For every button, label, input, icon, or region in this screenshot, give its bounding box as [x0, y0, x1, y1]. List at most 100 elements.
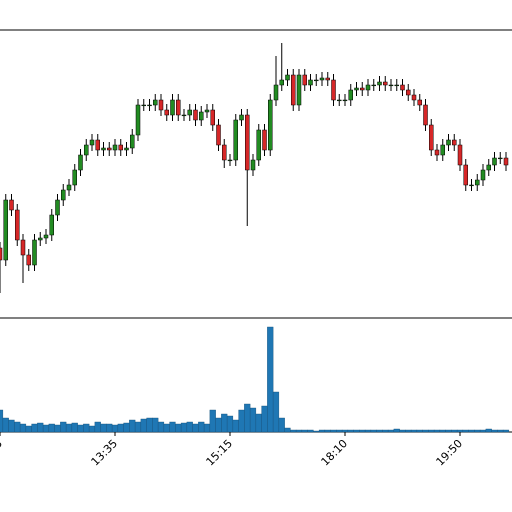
volume-bar: [77, 424, 84, 433]
candle-body: [239, 114, 244, 121]
volume-bar: [198, 421, 205, 433]
volume-bar: [221, 413, 228, 433]
volume-bar: [462, 429, 469, 433]
volume-bar: [382, 429, 389, 433]
volume-bar: [140, 418, 147, 433]
volume-bar: [2, 417, 9, 433]
candle-body: [181, 114, 187, 117]
volume-bar: [393, 428, 400, 433]
volume-bar: [100, 423, 107, 433]
candle-body: [32, 239, 37, 266]
x-tick-label: 15:15: [204, 437, 236, 469]
candle-body: [164, 109, 169, 116]
candle-body: [434, 149, 440, 156]
candle-body: [423, 104, 428, 126]
volume-bar: [249, 407, 257, 433]
candle-body: [227, 159, 233, 162]
candle-body: [216, 124, 221, 146]
candle-body: [55, 199, 60, 216]
candle-body: [371, 84, 376, 87]
candle-body: [475, 179, 480, 186]
volume-bar: [180, 422, 188, 433]
volume-bar: [60, 421, 67, 433]
x-tick-label: 11:55: [0, 437, 5, 469]
volume-bar: [94, 421, 101, 433]
volume-bar: [324, 429, 331, 433]
volume-bar: [71, 422, 78, 433]
candle-body: [20, 239, 26, 256]
volume-bar: [318, 429, 326, 433]
candle-body: [15, 209, 20, 241]
volume-bar: [347, 429, 354, 433]
candle-body: [199, 111, 204, 121]
candle-body: [446, 139, 451, 146]
volume-bar: [261, 405, 268, 433]
candle-body: [158, 99, 164, 111]
volume-bar: [152, 417, 159, 433]
candle-body: [262, 129, 267, 151]
volume-bar: [267, 326, 274, 433]
volume-bar: [42, 424, 50, 433]
volume-bar: [129, 419, 136, 433]
volume-bar: [134, 421, 142, 433]
candle-body: [331, 79, 336, 101]
volume-bar: [175, 423, 182, 433]
volume-bar: [405, 429, 412, 433]
candle-body: [38, 237, 43, 241]
candle-body: [49, 214, 54, 236]
candle-body: [273, 84, 279, 101]
volume-bar: [8, 419, 15, 433]
volume-bar: [31, 423, 38, 433]
candle-body: [43, 234, 49, 239]
candle-body: [486, 164, 491, 171]
candle-body: [365, 84, 371, 91]
volume-bar: [157, 421, 165, 433]
volume-bar: [123, 422, 130, 433]
candle-body: [245, 114, 250, 171]
volume-bar: [284, 427, 291, 433]
candle-body: [204, 109, 210, 113]
candle-body: [394, 84, 399, 87]
volume-bar: [232, 419, 239, 433]
volume-bar: [163, 423, 170, 433]
volume-bar: [14, 421, 21, 433]
volume-bar: [0, 409, 4, 433]
volume-bar: [364, 429, 372, 433]
candle-body: [319, 77, 325, 81]
candle-body: [72, 169, 77, 186]
volume-bar: [255, 413, 262, 433]
volume-bar: [416, 429, 423, 433]
candle-body: [250, 159, 256, 171]
candle-body: [503, 157, 509, 166]
candle-body: [78, 154, 83, 171]
volume-bar: [272, 391, 280, 433]
volume-bar: [301, 429, 308, 433]
candle-body: [406, 89, 411, 96]
candle-body: [95, 139, 100, 151]
volume-bar: [48, 423, 55, 433]
candle-body: [124, 147, 129, 151]
candle-body: [176, 99, 181, 116]
candle-body: [112, 144, 118, 151]
candle-body: [360, 87, 365, 91]
candle-body: [193, 109, 198, 121]
candle-body: [0, 247, 3, 261]
volume-bar: [226, 415, 234, 433]
volume-bar: [215, 417, 222, 433]
volume-bar: [146, 417, 153, 433]
candle-body: [417, 99, 422, 106]
candle-body: [388, 84, 394, 87]
candle-body: [314, 79, 319, 82]
candle-body: [377, 81, 382, 86]
candle-body: [480, 169, 486, 181]
candle-body: [411, 94, 417, 101]
x-tick-label: 19:50: [434, 437, 466, 469]
candle-body: [66, 184, 72, 191]
volume-bar: [399, 429, 406, 433]
candle-body: [61, 189, 66, 201]
volume-bar: [445, 429, 452, 433]
candle-body: [325, 77, 330, 81]
volume-bar: [238, 409, 245, 433]
candle-body: [3, 199, 8, 261]
volume-bar: [313, 430, 320, 433]
